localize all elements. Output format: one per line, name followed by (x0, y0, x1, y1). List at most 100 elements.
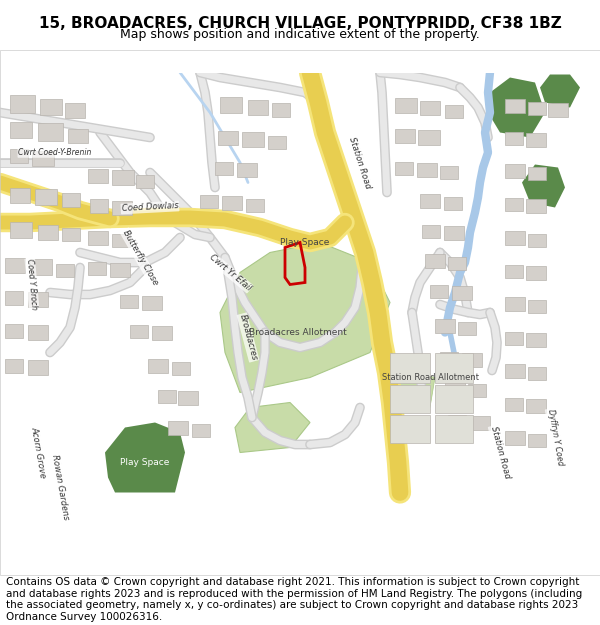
Text: Coed Y Broch: Coed Y Broch (25, 259, 39, 311)
Bar (112, 201, 132, 214)
Bar (452, 286, 472, 299)
Bar (445, 104, 463, 118)
Text: Station Road: Station Road (347, 136, 373, 189)
Text: Station Road: Station Road (488, 426, 511, 479)
Bar (528, 434, 546, 446)
Polygon shape (220, 242, 390, 392)
Bar (505, 99, 525, 112)
Bar (68, 129, 88, 142)
Bar (462, 352, 482, 366)
Bar (505, 131, 523, 144)
Bar (88, 261, 106, 274)
Bar (28, 359, 48, 374)
Bar (88, 169, 108, 182)
Bar (220, 96, 242, 112)
Bar (38, 122, 63, 141)
Bar (395, 129, 415, 142)
Bar (425, 254, 445, 268)
Bar (528, 299, 546, 312)
Polygon shape (390, 372, 435, 413)
Bar (5, 291, 23, 304)
Polygon shape (105, 422, 185, 492)
Bar (526, 132, 546, 146)
Text: 15, BROADACRES, CHURCH VILLAGE, PONTYPRIDD, CF38 1BZ: 15, BROADACRES, CHURCH VILLAGE, PONTYPRI… (38, 16, 562, 31)
Bar (548, 102, 568, 116)
Bar (526, 399, 546, 412)
Bar (158, 389, 176, 402)
Bar (56, 264, 74, 276)
Bar (248, 99, 268, 114)
Bar (5, 258, 25, 272)
Text: Dyffryn Y Coed: Dyffryn Y Coed (545, 409, 565, 466)
Bar (422, 224, 440, 238)
Bar (142, 296, 162, 309)
Bar (200, 194, 218, 208)
Bar (448, 256, 466, 269)
Bar (505, 264, 523, 278)
Text: Play Space: Play Space (280, 238, 329, 247)
Bar (148, 359, 168, 372)
Text: Station Road Allotment: Station Road Allotment (382, 373, 479, 382)
Bar (88, 231, 108, 244)
Bar (440, 166, 458, 179)
Bar (222, 196, 242, 209)
Text: Play Space: Play Space (121, 458, 170, 467)
Polygon shape (235, 402, 310, 452)
Bar (505, 331, 523, 344)
Bar (505, 364, 525, 378)
Text: Broadacres: Broadacres (238, 313, 259, 362)
Polygon shape (488, 78, 545, 138)
Bar (430, 284, 448, 298)
Bar (242, 131, 264, 146)
Text: Broadacres Allotment: Broadacres Allotment (249, 328, 347, 337)
Bar (90, 199, 108, 212)
Text: Rowan Gardens: Rowan Gardens (50, 454, 70, 521)
Text: Acorn Grove: Acorn Grove (29, 426, 47, 479)
Bar (526, 332, 546, 346)
Bar (468, 384, 486, 396)
Bar (458, 321, 476, 334)
Bar (435, 319, 455, 332)
Bar (110, 262, 130, 276)
Bar (120, 294, 138, 308)
Bar (470, 416, 490, 429)
Polygon shape (522, 164, 565, 208)
Bar (526, 266, 546, 279)
Bar (505, 296, 525, 311)
Bar (444, 226, 464, 239)
Bar (172, 361, 190, 374)
Bar (420, 101, 440, 114)
Bar (40, 99, 62, 114)
Bar (420, 194, 440, 208)
Bar (215, 161, 233, 174)
Bar (28, 324, 48, 339)
Bar (505, 198, 523, 211)
Bar (417, 162, 437, 176)
Bar (390, 414, 430, 442)
Bar (28, 291, 48, 306)
Bar (35, 189, 57, 204)
Bar (528, 366, 546, 379)
Bar (168, 421, 188, 434)
Bar (218, 131, 238, 144)
Bar (10, 221, 32, 238)
Bar (10, 121, 32, 138)
Bar (112, 169, 134, 184)
Bar (390, 384, 430, 412)
Bar (395, 161, 413, 174)
Bar (178, 391, 198, 404)
Bar (10, 149, 28, 162)
Bar (505, 398, 523, 411)
Bar (5, 324, 23, 338)
Bar (418, 129, 440, 144)
Bar (448, 414, 466, 428)
Bar (5, 359, 23, 372)
Bar (390, 352, 430, 382)
Bar (445, 381, 465, 394)
Bar (435, 352, 473, 382)
Bar (435, 384, 473, 412)
Bar (62, 228, 80, 241)
Bar (505, 431, 525, 444)
Bar (237, 162, 257, 176)
Bar (395, 98, 417, 112)
